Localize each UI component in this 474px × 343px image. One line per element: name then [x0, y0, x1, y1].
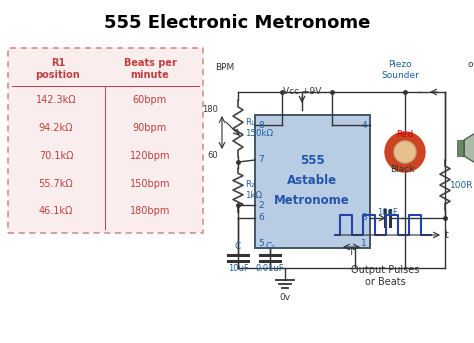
- Text: Red: Red: [396, 130, 414, 139]
- Text: C₂: C₂: [265, 242, 275, 251]
- Text: 0.01uF: 0.01uF: [255, 264, 284, 273]
- Text: t: t: [445, 230, 449, 240]
- Text: T: T: [348, 248, 354, 257]
- Text: 55.7kΩ: 55.7kΩ: [38, 179, 73, 189]
- Text: 4: 4: [361, 120, 367, 130]
- Text: BPM: BPM: [215, 63, 234, 72]
- Text: 7: 7: [258, 155, 264, 165]
- Text: 5: 5: [258, 238, 264, 248]
- Text: 3: 3: [361, 213, 367, 223]
- Text: 70.1kΩ: 70.1kΩ: [39, 151, 73, 161]
- FancyBboxPatch shape: [255, 115, 370, 248]
- Text: Vcc +9V: Vcc +9V: [283, 87, 321, 96]
- Text: 10uF: 10uF: [228, 264, 248, 273]
- FancyBboxPatch shape: [8, 48, 203, 233]
- Text: C: C: [235, 242, 241, 251]
- Text: 2: 2: [258, 201, 264, 210]
- Text: R₂
1kΩ: R₂ 1kΩ: [245, 180, 262, 200]
- Text: 180bpm: 180bpm: [130, 206, 170, 216]
- Text: 60: 60: [207, 151, 218, 159]
- Text: R₁
150kΩ: R₁ 150kΩ: [245, 118, 273, 138]
- Text: 150bpm: 150bpm: [130, 179, 170, 189]
- Text: Black: Black: [390, 165, 414, 174]
- Text: 6: 6: [258, 213, 264, 223]
- Text: 1: 1: [361, 238, 367, 248]
- Text: 100R: 100R: [450, 180, 474, 189]
- Circle shape: [394, 141, 416, 163]
- Polygon shape: [464, 132, 474, 164]
- Text: 142.3kΩ: 142.3kΩ: [36, 95, 76, 105]
- Text: 180: 180: [202, 106, 218, 115]
- Text: 120bpm: 120bpm: [130, 151, 170, 161]
- Text: Output Pulses
or Beats: Output Pulses or Beats: [351, 265, 419, 287]
- Text: 10uF: 10uF: [377, 208, 397, 217]
- Text: 46.1kΩ: 46.1kΩ: [39, 206, 73, 216]
- Text: or  Speaker: or Speaker: [468, 60, 474, 69]
- Circle shape: [385, 132, 425, 172]
- Text: 94.2kΩ: 94.2kΩ: [39, 123, 73, 133]
- Text: R1
position: R1 position: [36, 58, 81, 80]
- Text: 8: 8: [258, 120, 264, 130]
- Text: Piezo
Sounder: Piezo Sounder: [381, 60, 419, 80]
- Text: 0v: 0v: [280, 293, 291, 302]
- Bar: [457, 140, 464, 156]
- Text: 90bpm: 90bpm: [133, 123, 167, 133]
- Text: 555
Astable
Metronome: 555 Astable Metronome: [274, 154, 350, 208]
- Text: Beats per
minute: Beats per minute: [124, 58, 176, 80]
- Text: 555 Electronic Metronome: 555 Electronic Metronome: [104, 14, 370, 32]
- Text: 60bpm: 60bpm: [133, 95, 167, 105]
